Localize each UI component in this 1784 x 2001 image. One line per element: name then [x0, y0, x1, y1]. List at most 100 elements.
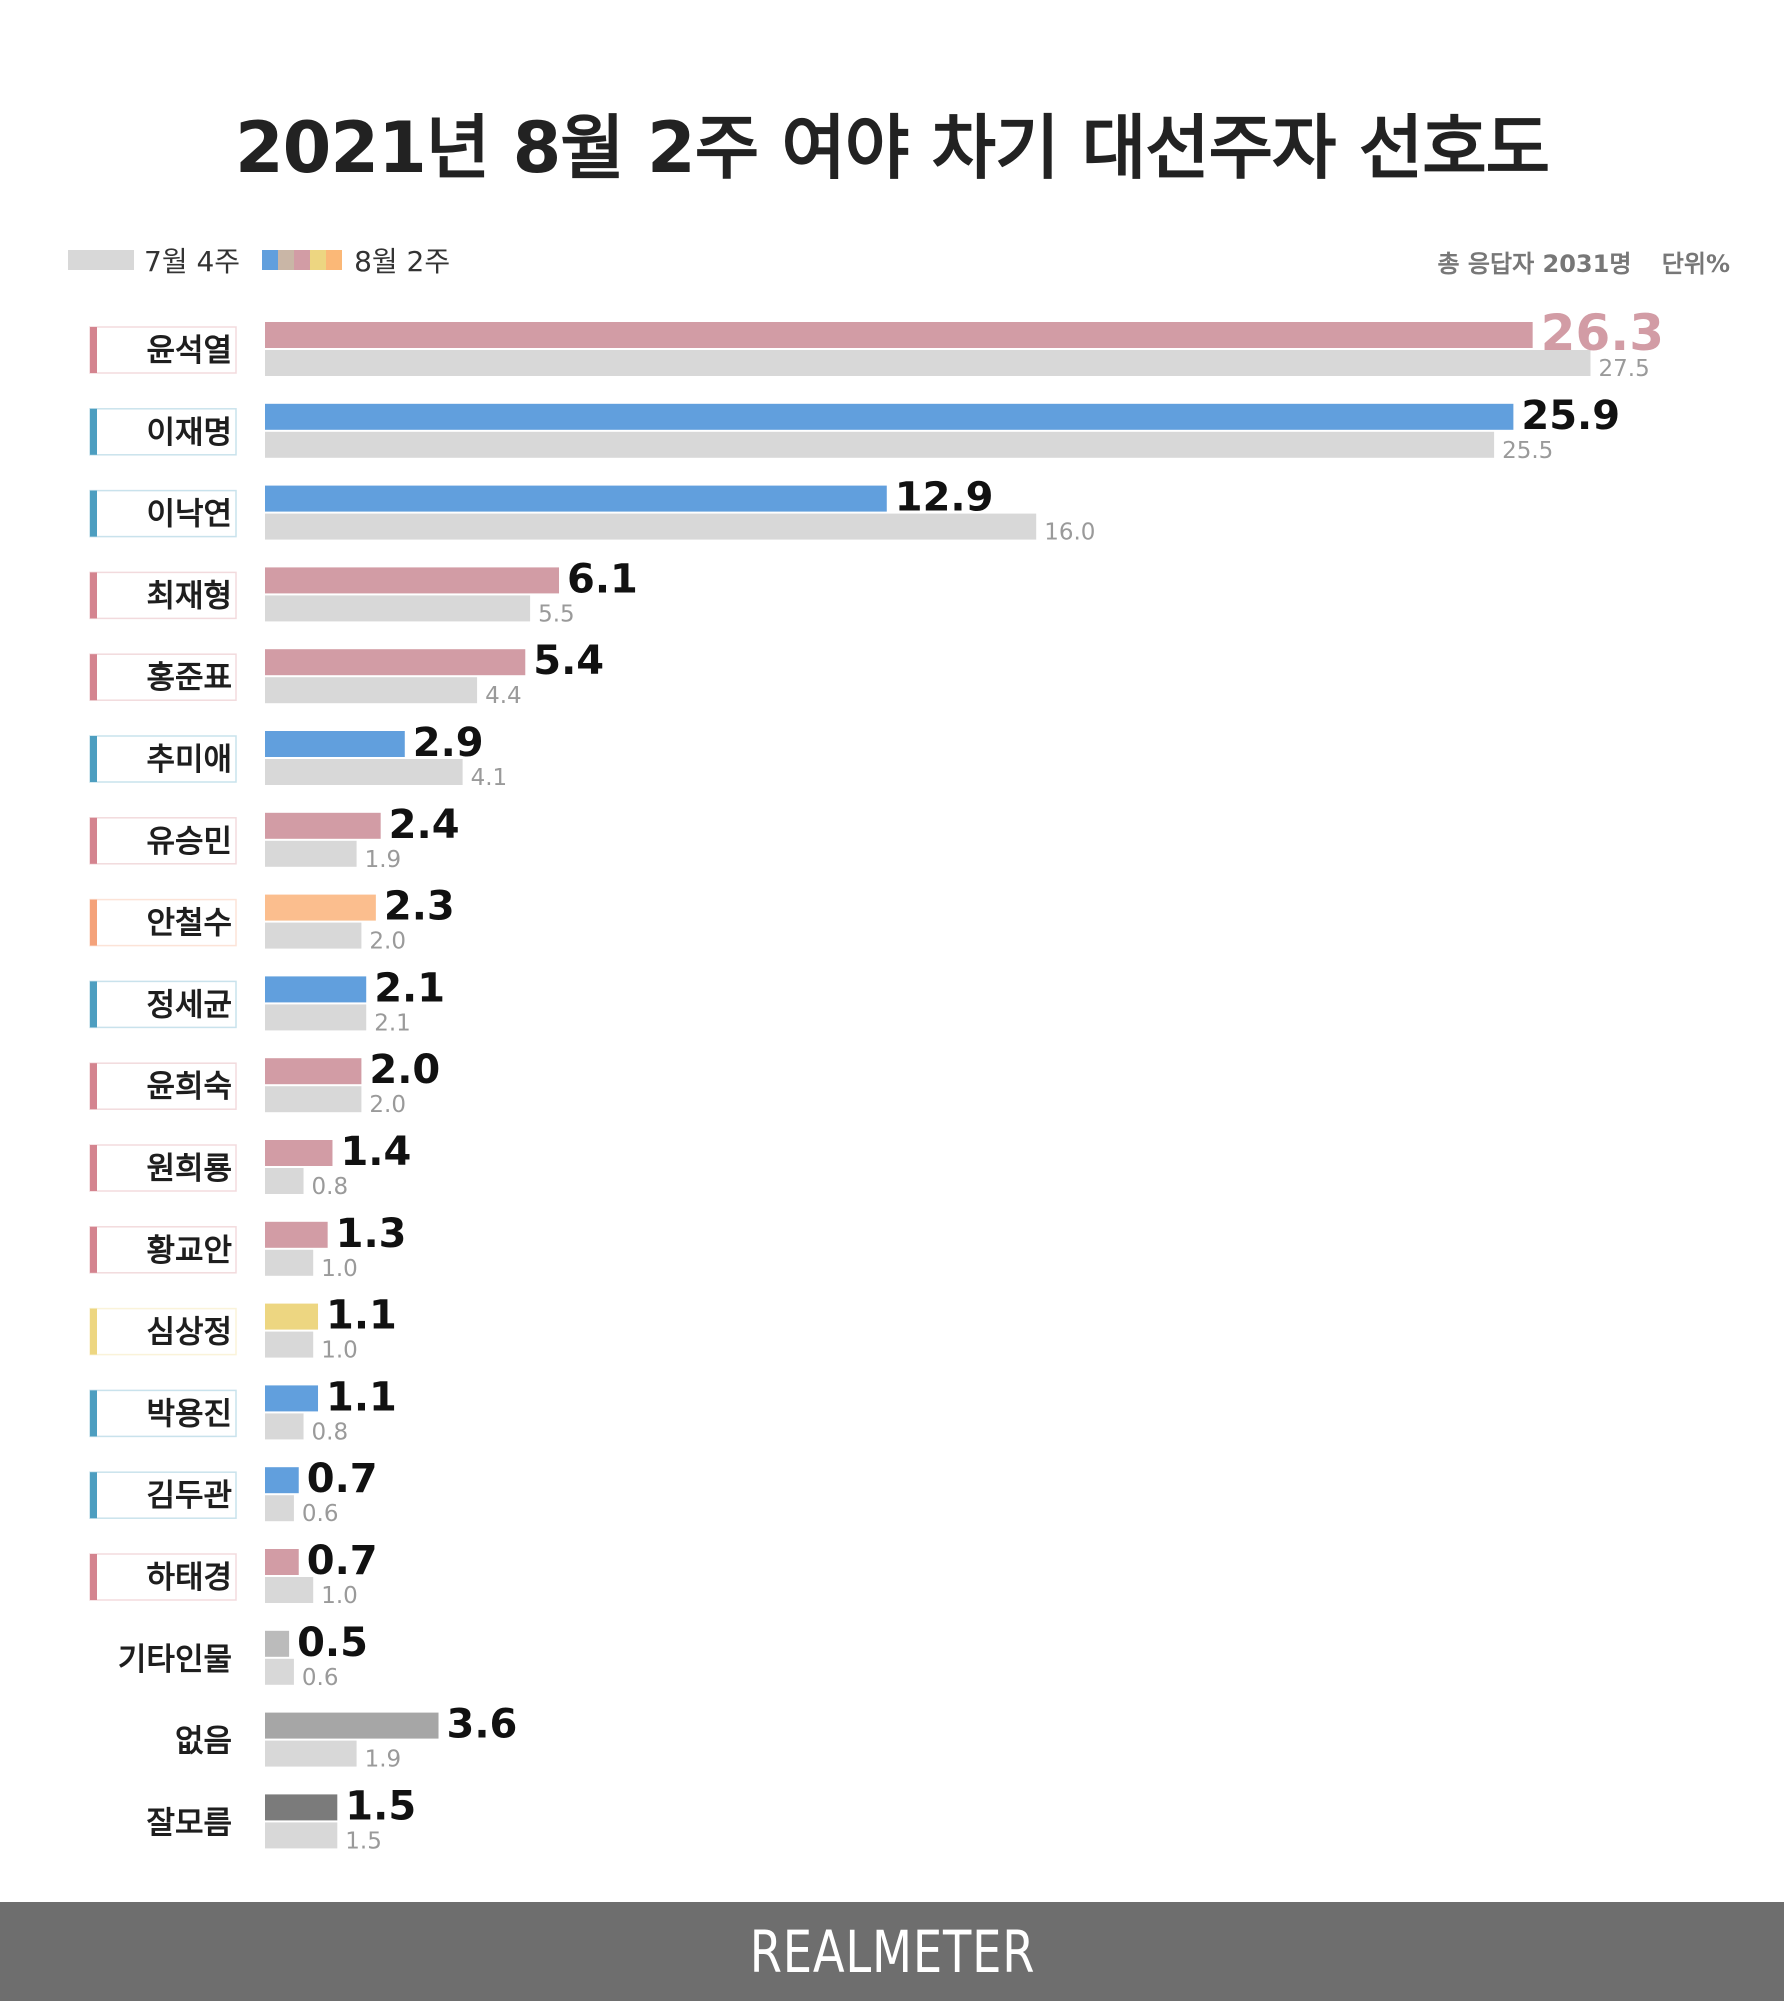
candidate-label-box	[89, 408, 237, 456]
value-label-current: 2.4	[389, 802, 460, 848]
party-color-tab	[90, 1390, 97, 1437]
bar-chart: 윤석열 26.3 27.5 이재명 25.9 25.5 이낙연 12.9 16.0 최재형 6.1 5…	[89, 304, 1664, 1854]
candidate-label-box	[89, 735, 237, 783]
candidate-name: 정세균	[146, 987, 232, 1023]
value-label-previous: 0.6	[302, 1665, 339, 1691]
candidate-name: 하태경	[146, 1560, 232, 1596]
candidate-name: 윤희숙	[146, 1069, 232, 1105]
party-color-tab	[90, 1554, 97, 1600]
value-label-current: 0.7	[307, 1456, 378, 1502]
candidate-name: 이낙연	[146, 497, 232, 533]
value-label-current: 2.0	[369, 1047, 440, 1093]
bar-current	[265, 567, 560, 594]
value-label-current: 0.7	[307, 1538, 378, 1584]
bar-previous	[265, 1822, 338, 1849]
candidate-name: 유승민	[146, 824, 232, 860]
candidate-label-box	[89, 653, 237, 701]
value-label-previous: 0.8	[312, 1419, 349, 1445]
bar-current	[265, 731, 405, 757]
brand-logo: REALMETER	[749, 1917, 1035, 1986]
bar-current	[265, 1467, 299, 1494]
party-color-tab	[90, 899, 97, 946]
unit-text: 단위%	[1661, 250, 1730, 278]
value-label-current: 6.1	[567, 556, 638, 602]
value-label-current: 5.4	[533, 638, 604, 684]
bar-previous	[265, 350, 1591, 376]
candidate-name: 홍준표	[146, 660, 232, 696]
candidate-name: 김두관	[146, 1478, 232, 1514]
value-label-previous: 2.0	[369, 1092, 406, 1118]
value-label-previous: 16.0	[1044, 520, 1095, 546]
bar-current	[265, 1058, 362, 1085]
bar-previous	[265, 922, 362, 949]
candidate-label-box	[89, 1389, 237, 1438]
party-color-tab	[90, 1226, 97, 1273]
candidate-label-box	[89, 1553, 237, 1601]
legend-current-swatch-0	[262, 250, 279, 270]
legend-current-label: 8월 2주	[354, 245, 451, 278]
bar-previous	[265, 1658, 294, 1685]
survey-meta: 총 응답자 2031명 단위%	[1438, 244, 1731, 279]
candidate-name: 기타인물	[118, 1642, 232, 1678]
value-label-current: 26.3	[1541, 304, 1664, 362]
bar-current	[265, 485, 887, 512]
bar-previous	[265, 431, 1495, 458]
party-color-tab	[90, 490, 97, 537]
value-label-previous: 27.5	[1599, 356, 1650, 382]
party-color-tab	[90, 736, 97, 782]
candidate-name: 잘모름	[146, 1805, 232, 1841]
party-color-tab	[90, 1308, 97, 1355]
value-label-previous: 1.9	[365, 847, 402, 873]
candidate-name: 없음	[175, 1724, 232, 1760]
candidate-name: 이재명	[146, 415, 232, 451]
bar-previous	[265, 1577, 314, 1603]
bar-previous	[265, 1413, 304, 1440]
bar-current	[265, 1221, 328, 1248]
value-label-previous: 5.5	[538, 601, 575, 627]
value-label-current: 12.9	[895, 475, 994, 521]
value-label-current: 1.3	[336, 1211, 407, 1257]
candidate-label-box	[89, 489, 237, 538]
candidate-name: 최재형	[146, 578, 232, 614]
legend-previous-label: 7월 4주	[144, 245, 241, 278]
party-color-tab	[90, 327, 97, 373]
bar-previous	[265, 1249, 314, 1276]
bar-previous	[265, 1331, 314, 1358]
value-label-previous: 1.0	[321, 1256, 358, 1282]
candidate-label-box	[89, 898, 237, 947]
value-label-current: 1.5	[345, 1783, 416, 1829]
footer-bar: REALMETER	[0, 1902, 1784, 2001]
value-label-current: 3.6	[447, 1702, 518, 1748]
value-label-current: 2.1	[374, 965, 445, 1011]
bar-previous	[265, 1086, 362, 1113]
bar-current	[265, 1630, 290, 1657]
value-label-current: 1.4	[340, 1129, 411, 1175]
value-label-previous: 2.0	[369, 929, 406, 955]
chart-title: 2021년 8월 2주 여야 차기 대선주자 선호도	[234, 107, 1550, 189]
party-color-tab	[90, 817, 97, 864]
candidate-name: 박용진	[146, 1396, 232, 1432]
candidate-name: 원희룡	[146, 1151, 232, 1187]
value-label-previous: 0.8	[312, 1174, 349, 1200]
bar-previous	[265, 759, 463, 785]
candidate-name: 추미애	[146, 742, 232, 778]
value-label-current: 1.1	[326, 1374, 397, 1420]
value-label-previous: 0.6	[302, 1501, 339, 1527]
bar-previous	[265, 1004, 367, 1031]
legend-current-swatch-4	[326, 250, 343, 270]
bar-previous	[265, 1168, 304, 1194]
bar-current	[265, 649, 526, 676]
value-label-previous: 1.0	[321, 1583, 358, 1609]
value-label-previous: 1.9	[365, 1747, 402, 1773]
candidate-label-box	[89, 1226, 237, 1274]
bar-previous	[265, 677, 478, 704]
legend-current-swatch-2	[294, 250, 311, 270]
bar-previous	[265, 1740, 357, 1767]
value-label-previous: 4.4	[485, 683, 522, 709]
bar-current	[265, 322, 1533, 348]
value-label-current: 0.5	[297, 1620, 368, 1666]
party-color-tab	[90, 981, 97, 1028]
candidate-name: 심상정	[146, 1315, 232, 1351]
candidate-name: 황교안	[146, 1233, 232, 1269]
